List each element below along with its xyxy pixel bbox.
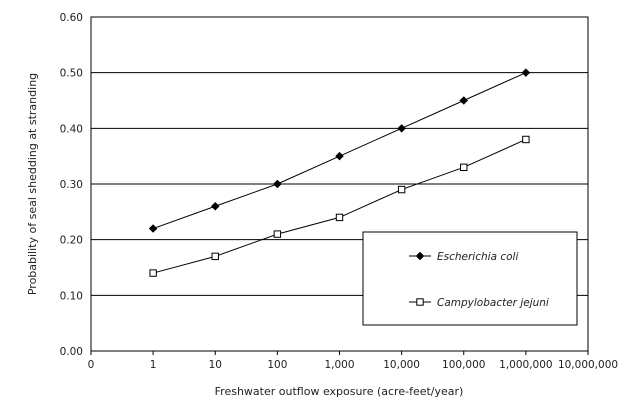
y-tick-label: 0.20 xyxy=(60,235,83,247)
series-2 xyxy=(149,135,530,277)
x-tick-label: 1,000,000 xyxy=(499,359,552,371)
x-axis-label: Freshwater outflow exposure (acre-feet/y… xyxy=(215,385,464,398)
y-tick-label: 0.60 xyxy=(60,12,83,24)
series-1 xyxy=(148,68,531,233)
data-point xyxy=(521,68,531,78)
x-tick-label: 100 xyxy=(267,359,287,371)
data-point xyxy=(149,269,157,277)
data-point xyxy=(148,224,158,233)
y-axis-ticks: 0.00 0.10 0.20 0.30 0.40 0.50 0.60 xyxy=(60,12,83,358)
data-point xyxy=(459,96,469,105)
data-point xyxy=(397,185,406,194)
x-tick-label: 100,000 xyxy=(442,359,485,371)
x-tick-label: 10 xyxy=(209,359,222,371)
legend-box xyxy=(362,231,578,326)
data-point xyxy=(273,179,282,189)
y-tick-label: 0.50 xyxy=(60,68,83,80)
legend-marker xyxy=(415,251,425,261)
legend-label: Escherichia coli xyxy=(437,251,518,263)
data-point xyxy=(273,230,282,238)
legend: Escherichia coli Campylobacter jejuni xyxy=(362,231,578,326)
x-tick-label: 1,000 xyxy=(324,359,354,371)
data-point xyxy=(211,252,219,261)
x-tick-label: 10,000,000 xyxy=(558,359,618,371)
data-point xyxy=(460,163,468,172)
x-tick-label: 0 xyxy=(88,359,95,371)
x-axis-ticks: 0 1 10 100 1,000 10,000 100,000 1,000,000 10,000… xyxy=(88,351,618,371)
y-tick-label: 0.30 xyxy=(60,179,83,191)
data-point xyxy=(210,201,220,211)
y-tick-label: 0.00 xyxy=(60,346,83,358)
data-point xyxy=(335,151,344,161)
x-tick-label: 10,000 xyxy=(383,359,420,371)
data-point xyxy=(335,213,344,222)
legend-label: Campylobacter jejuni xyxy=(437,297,549,309)
y-axis-label: Probability of seal shedding at strandin… xyxy=(26,73,39,295)
data-point xyxy=(522,135,530,144)
series-line xyxy=(152,72,527,230)
y-tick-label: 0.40 xyxy=(60,123,83,135)
x-tick-label: 1 xyxy=(150,359,157,371)
series-group xyxy=(148,68,531,277)
data-point xyxy=(397,123,406,133)
y-tick-label: 0.10 xyxy=(60,290,83,302)
legend-marker xyxy=(416,298,424,306)
